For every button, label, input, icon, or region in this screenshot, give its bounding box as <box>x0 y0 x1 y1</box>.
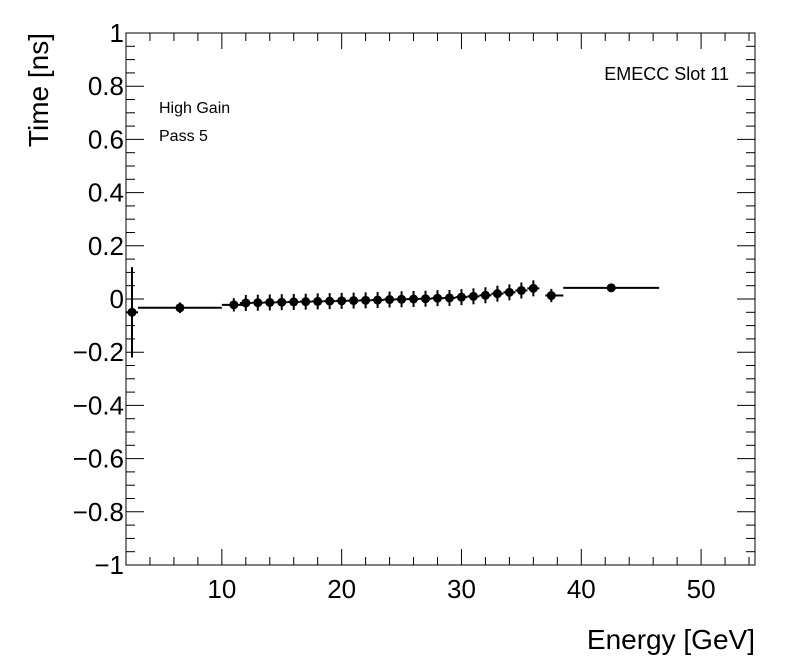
point-marker <box>301 297 311 307</box>
data-point <box>545 288 564 303</box>
y-tick-label: −0.4 <box>73 390 124 420</box>
data-point <box>275 294 288 311</box>
data-point <box>407 291 420 307</box>
data-point <box>563 283 660 293</box>
point-marker <box>337 296 347 306</box>
data-point <box>323 293 336 310</box>
point-marker <box>349 296 359 306</box>
data-point <box>359 292 372 309</box>
point-marker <box>606 283 616 293</box>
x-tick-label: 10 <box>207 574 236 604</box>
data-point <box>371 292 384 309</box>
point-marker <box>480 290 490 300</box>
data-point <box>311 293 324 310</box>
point-marker <box>127 307 137 317</box>
data-point <box>299 293 312 310</box>
data-point <box>467 288 480 305</box>
y-tick-label: 1 <box>110 18 124 48</box>
axis-tick-labels: −1 −0.8 −0.6 −0.4 −0.2 0 0.2 0.4 0.6 0.8 1 10 20 30 40… <box>73 18 716 604</box>
point-marker <box>277 297 287 307</box>
y-tick-label: −0.6 <box>73 444 124 474</box>
y-tick-label: −0.2 <box>73 337 124 367</box>
x-tick-label: 40 <box>567 574 596 604</box>
point-marker <box>421 294 431 304</box>
y-tick-label: 0 <box>110 284 124 314</box>
point-marker <box>253 298 263 308</box>
point-marker <box>409 294 419 304</box>
data-point <box>431 290 444 307</box>
data-point <box>383 291 396 308</box>
point-marker <box>492 289 502 299</box>
point-marker <box>444 293 454 303</box>
data-point <box>251 294 264 311</box>
annotation-gain: High Gain <box>159 100 230 117</box>
data-point <box>419 290 432 307</box>
x-tick-label: 30 <box>447 574 476 604</box>
point-marker <box>528 283 538 293</box>
x-tick-label: 50 <box>687 574 716 604</box>
x-tick-label: 20 <box>327 574 356 604</box>
data-point <box>335 292 348 309</box>
x-axis-title: Energy [GeV] <box>587 624 755 655</box>
point-marker <box>289 297 299 307</box>
point-marker <box>313 296 323 306</box>
annotation-pass: Pass 5 <box>159 128 208 145</box>
y-axis-title: Time [ns] <box>23 33 54 147</box>
data-point <box>239 295 252 311</box>
data-point <box>503 284 516 301</box>
point-marker <box>516 285 526 295</box>
data-point <box>137 302 222 314</box>
data-point <box>491 285 504 302</box>
y-tick-label: 0.2 <box>88 231 124 261</box>
data-point <box>443 289 456 306</box>
data-marks <box>126 267 660 358</box>
point-marker <box>265 297 275 307</box>
point-marker <box>325 296 335 306</box>
data-point <box>126 267 138 358</box>
y-tick-label: −0.8 <box>73 497 124 527</box>
point-marker <box>175 303 185 313</box>
data-point <box>455 289 468 306</box>
annotation-slot: EMECC Slot 11 <box>604 64 729 84</box>
axis-ticks <box>125 32 755 566</box>
data-point <box>527 280 540 297</box>
data-point <box>263 294 276 311</box>
data-point <box>395 291 408 308</box>
point-marker <box>361 295 371 305</box>
data-point <box>479 287 492 304</box>
data-point <box>515 282 528 299</box>
point-marker <box>397 294 407 304</box>
point-marker <box>373 295 383 305</box>
y-tick-label: 0.8 <box>88 71 124 101</box>
y-tick-label: 0.6 <box>88 124 124 154</box>
point-marker <box>433 293 443 303</box>
data-point <box>347 292 360 309</box>
point-marker <box>456 292 466 302</box>
point-marker <box>385 295 395 305</box>
y-tick-label: 0.4 <box>88 178 124 208</box>
point-marker <box>241 298 251 308</box>
data-point <box>287 293 300 310</box>
point-marker <box>504 287 514 297</box>
point-marker <box>546 291 556 301</box>
point-marker <box>468 291 478 301</box>
y-tick-label: −1 <box>94 550 124 580</box>
point-marker <box>229 300 239 310</box>
